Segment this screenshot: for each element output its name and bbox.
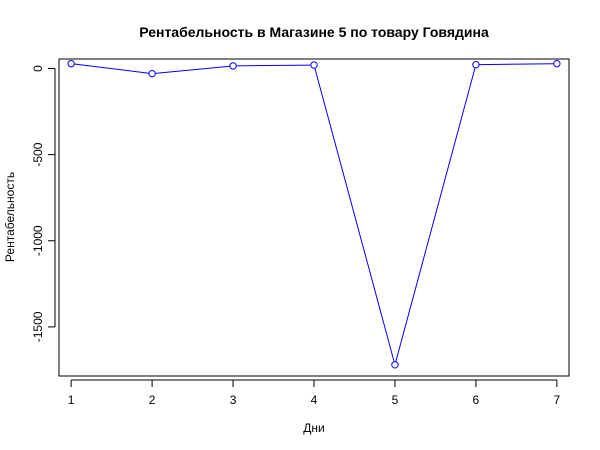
series-line-segment <box>479 63 554 66</box>
x-tick-label: 6 <box>473 393 480 407</box>
x-tick-label: 1 <box>68 393 75 407</box>
y-tick-label: 0 <box>31 65 45 72</box>
x-tick-label: 3 <box>230 393 237 407</box>
data-point <box>553 59 561 68</box>
series-line-segment <box>236 64 311 67</box>
data-point <box>229 62 237 70</box>
y-tick-label: -1500 <box>31 311 45 342</box>
y-tick-label: -500 <box>31 142 45 166</box>
data-point <box>391 361 399 369</box>
plot-frame <box>58 58 570 377</box>
x-axis-label: Дни <box>303 421 324 435</box>
data-point <box>148 69 156 78</box>
x-tick-label: 4 <box>311 393 318 407</box>
series-layer <box>67 59 561 369</box>
x-axis: 1 2 3 4 5 6 7 <box>68 379 561 407</box>
series-line-segment <box>395 67 476 362</box>
x-tick-label: 7 <box>554 393 561 407</box>
y-axis: 0 -500 -1000 -1500 <box>31 65 56 342</box>
x-tick-label: 2 <box>149 393 156 407</box>
data-point <box>67 59 75 68</box>
data-point <box>310 61 318 69</box>
y-tick-label: -1000 <box>31 225 45 256</box>
series-line-segment <box>155 65 230 74</box>
series-line-segment <box>314 67 395 362</box>
chart-title: Рентабельность в Магазине 5 по товару Го… <box>139 24 489 40</box>
series-line-segment <box>74 63 149 74</box>
y-axis-label: Рентабельность <box>3 172 17 262</box>
data-point <box>472 60 480 69</box>
x-tick-label: 5 <box>392 393 399 407</box>
